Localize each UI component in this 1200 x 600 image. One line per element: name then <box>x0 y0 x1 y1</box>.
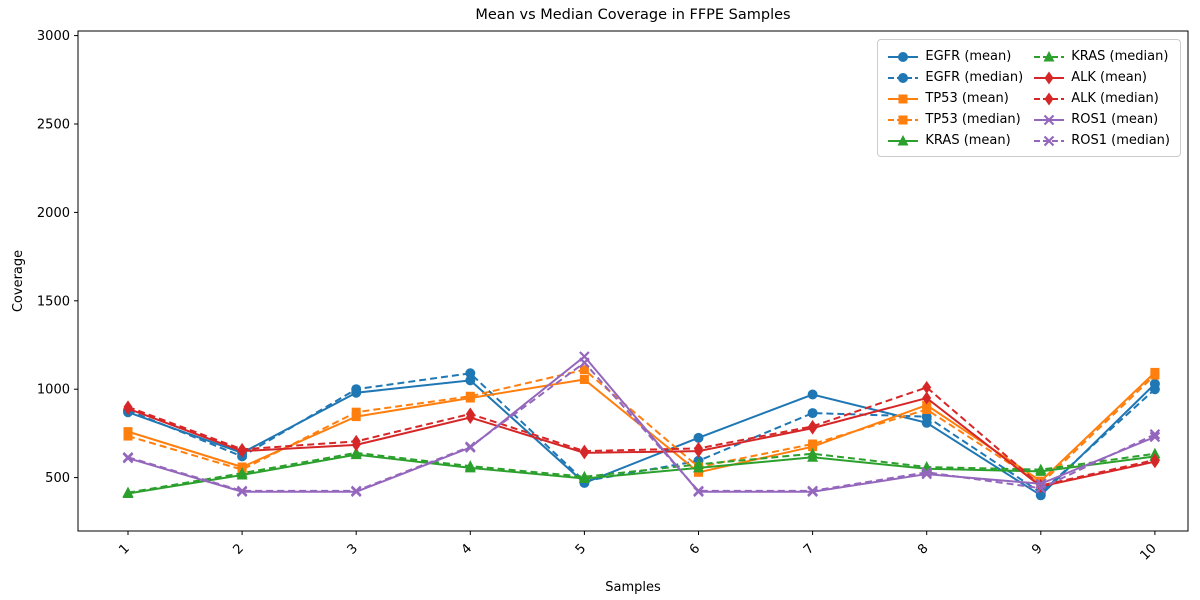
legend-marker-icon <box>888 94 919 103</box>
legend-marker-icon <box>1034 71 1065 84</box>
x-tick-label: 4 <box>459 541 475 557</box>
legend-item: ALK (mean) <box>1033 68 1170 87</box>
x-tick-label: 1 <box>116 541 132 557</box>
legend-item: TP53 (median) <box>887 110 1023 129</box>
legend-item: TP53 (mean) <box>887 89 1023 108</box>
legend-marker-icon <box>1034 135 1065 146</box>
legend-label: ALK (median) <box>1071 91 1159 106</box>
legend-marker-icon <box>888 134 919 145</box>
x-tick-label: 8 <box>915 541 931 557</box>
legend-marker-icon <box>1034 114 1065 125</box>
series-line-kras-mean- <box>127 453 1156 495</box>
y-tick-label: 2500 <box>37 117 70 132</box>
legend-item: KRAS (mean) <box>887 131 1023 150</box>
chart-title: Mean vs Median Coverage in FFPE Samples <box>475 7 790 23</box>
series-line-tp53-median- <box>127 368 1156 486</box>
chart-legend: EGFR (mean) EGFR (median) TP53 (mean) TP53 … <box>877 39 1181 157</box>
x-tick-label: 6 <box>687 541 703 557</box>
y-tick-label: 1000 <box>37 383 70 398</box>
x-tick-label: 5 <box>573 541 589 557</box>
legend-marker-icon <box>1034 50 1065 61</box>
legend-marker-icon <box>1034 92 1065 105</box>
legend-label: ALK (mean) <box>1071 70 1148 85</box>
y-tick-label: 500 <box>45 471 70 486</box>
series-line-kras-median- <box>127 451 1156 494</box>
x-tick-label: 3 <box>345 541 361 557</box>
legend-item: EGFR (median) <box>887 68 1023 87</box>
series-line-egfr-mean- <box>127 379 1156 497</box>
x-tick-label: 7 <box>801 541 817 557</box>
legend-column: KRAS (median) ALK (mean) ALK (median) ROS1 … <box>1033 47 1170 150</box>
legend-item: ROS1 (median) <box>1033 131 1170 150</box>
y-axis-label: Coverage <box>11 250 26 312</box>
legend-label: KRAS (mean) <box>925 133 1011 148</box>
legend-item: EGFR (mean) <box>887 47 1023 66</box>
legend-label: ROS1 (mean) <box>1071 112 1159 127</box>
series-line-egfr-median- <box>127 372 1156 494</box>
plot-area: 500 1000 1500 2000 2500 3000 1 2 3 4 5 6 7 8 9 10 <box>37 29 1189 564</box>
y-tick-label: 2000 <box>37 206 70 221</box>
legend-item: ALK (median) <box>1033 89 1170 108</box>
y-tick-label: 3000 <box>37 29 70 44</box>
legend-label: TP53 (median) <box>925 112 1021 127</box>
legend-label: ROS1 (median) <box>1071 133 1170 148</box>
legend-marker-icon <box>888 72 919 83</box>
legend-column: EGFR (mean) EGFR (median) TP53 (mean) TP53 … <box>887 47 1023 150</box>
legend-item: KRAS (median) <box>1033 47 1170 66</box>
legend-item: ROS1 (mean) <box>1033 110 1170 129</box>
legend-label: EGFR (median) <box>925 70 1024 85</box>
legend-label: EGFR (mean) <box>925 49 1012 64</box>
legend-marker-icon <box>888 115 919 124</box>
x-tick-label: 10 <box>1137 541 1159 563</box>
legend-label: KRAS (median) <box>1071 49 1169 64</box>
x-axis-label: Samples <box>605 580 661 595</box>
plot-frame <box>77 30 1189 532</box>
series-line-alk-median- <box>127 386 1156 487</box>
series-line-ros1-mean- <box>127 355 1156 493</box>
y-tick-label: 1500 <box>37 294 70 309</box>
series-line-alk-mean- <box>127 396 1156 488</box>
x-tick-label: 9 <box>1029 541 1045 557</box>
legend-marker-icon <box>888 51 919 62</box>
legend-label: TP53 (mean) <box>925 91 1009 106</box>
x-tick-label: 2 <box>230 541 246 557</box>
